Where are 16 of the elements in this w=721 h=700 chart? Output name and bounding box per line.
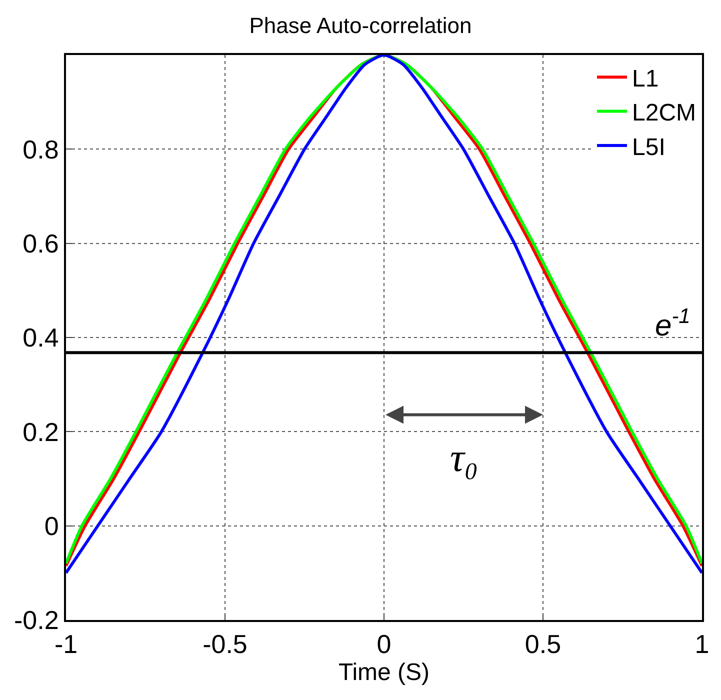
x-tick-label: 0 xyxy=(376,629,392,660)
chart-title: Phase Auto-correlation xyxy=(249,12,472,38)
annotation: τ₀ xyxy=(450,435,478,480)
y-tick-label: 0 xyxy=(44,510,59,541)
legend-label: L1 xyxy=(632,65,659,92)
y-tick-label: 0.6 xyxy=(22,228,59,258)
x-tick-label: 0.5 xyxy=(524,629,562,660)
legend-label: L5I xyxy=(632,134,666,161)
x-tick-label: -0.5 xyxy=(202,629,248,660)
legend-label: L2CM xyxy=(632,100,696,127)
x-tick-label: 1 xyxy=(694,629,710,660)
y-tick-label: 0.8 xyxy=(22,134,59,164)
ref-line-label: e$^{-1}$ xyxy=(655,305,690,343)
x-axis-title: Time (S) xyxy=(338,659,430,686)
y-tick-label: 0.4 xyxy=(22,322,59,353)
y-tick-label: 0.2 xyxy=(22,416,59,447)
